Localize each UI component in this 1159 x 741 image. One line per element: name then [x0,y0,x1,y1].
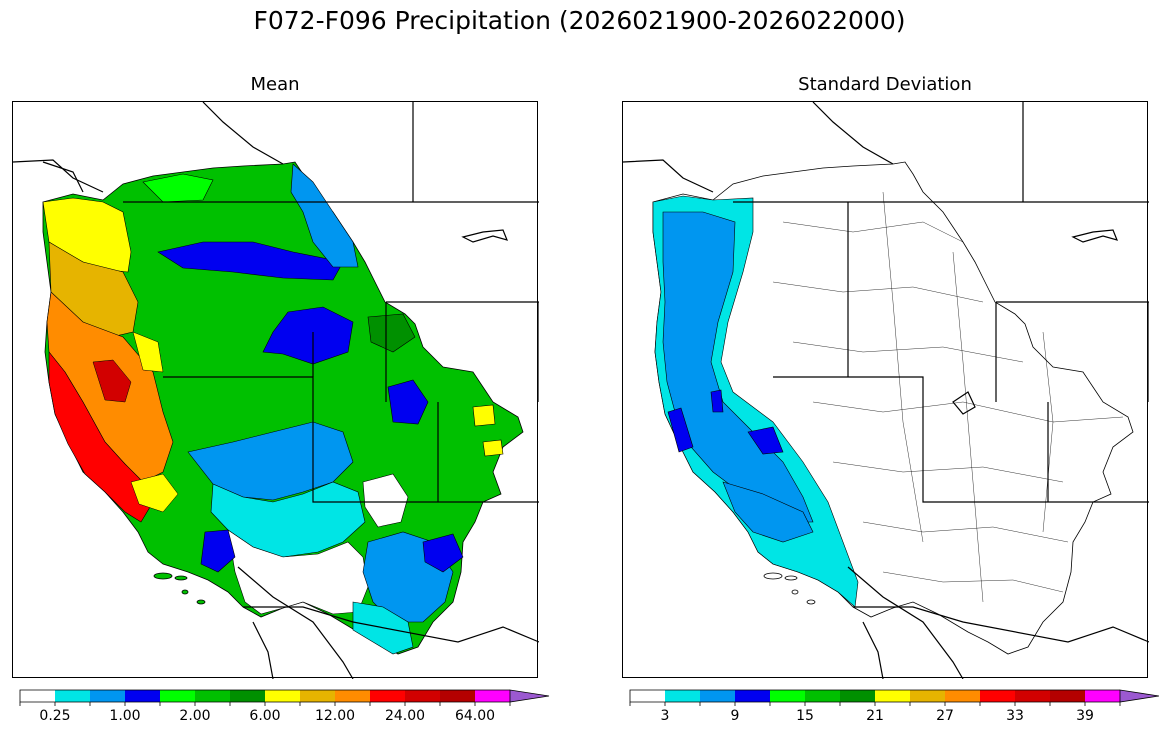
mean-blue-se [422,533,464,573]
stddev-map [622,101,1149,679]
mean-darkred-band [92,359,132,403]
stddev-colorbar-bin [1085,690,1120,702]
mean-yellow-east-2 [482,439,504,457]
mean-colorbar-bin [335,690,370,702]
stddev-colorbar-bin [980,690,1015,702]
stddev-colorbar-bin [875,690,910,702]
stddev-colorbar-bin [630,690,665,702]
mean-colorbar-bin [300,690,335,702]
mean-colorbar-extend-arrow [509,689,550,703]
mean-state-boundaries [13,102,539,679]
mean-channel-islands [153,572,206,605]
mean-yellow-patch [130,473,179,513]
stddev-colorbar-bin [910,690,945,702]
mean-colorbar-bin [55,690,90,702]
stddev-colorbar [629,689,1159,706]
mean-colorbar-bin [475,690,510,702]
stddev-colorbar-extend-arrow [1119,689,1159,703]
mean-colorbar-tick-label: 6.00 [249,708,281,724]
stddev-colorbar-tick-label: 27 [936,708,954,724]
mean-colorbar-bin [230,690,265,702]
mean-panel-title: Mean [250,74,300,95]
mean-colorbar-bin [20,690,55,702]
stddev-colorbar-bin [665,690,700,702]
stddev-colorbar-bin [805,690,840,702]
figure-title: F072-F096 Precipitation (2026021900-2026… [253,6,906,35]
stddev-map-graphic [623,102,1149,679]
stddev-state-boundaries [623,102,1149,679]
stddev-colorbar-tick-label: 15 [796,708,814,724]
mean-red-band [48,351,154,523]
stddev-colorbar-bin [840,690,875,702]
stddev-colorbar-bin [700,690,735,702]
stddev-colorbar-bin [735,690,770,702]
stddev-colorbar-tick-label: 39 [1076,708,1094,724]
stddev-basin-lines [772,191,1124,603]
mean-colorbar-bin [195,690,230,702]
stddev-colorbar-tick-label: 21 [866,708,884,724]
stddev-colorbar-tick-label: 33 [1006,708,1024,724]
mean-colorbar-tick-label: 1.00 [109,708,141,724]
stddev-darkblue-1 [667,407,694,453]
mean-colorbar-tick-label: 64.00 [454,708,496,724]
mean-lightgreen-north [142,173,214,203]
mean-colorbar-tick-label: 0.25 [39,708,71,724]
stddev-colorbar-bin [945,690,980,702]
mean-colorbar-tick-label: 24.00 [384,708,426,724]
mean-colorbar-bin [160,690,195,702]
mean-colorbar-bin [405,690,440,702]
stddev-colorbar-bin [1050,690,1085,702]
stddev-darkblue-2 [747,426,784,455]
stddev-colorbar-bin [770,690,805,702]
mean-map [12,101,539,679]
mean-darkgreen-east [367,313,416,353]
stddev-darkblue-3 [710,389,724,413]
stddev-colorbar-bin [1015,690,1050,702]
mean-white-east [362,473,409,528]
mean-blue-south [200,529,236,573]
mean-blue-north [157,241,344,281]
mean-colorbar [19,689,550,706]
stddev-colorbar-tick-label: 9 [730,708,740,724]
stddev-channel-islands [763,572,816,605]
mean-colorbar-bin [125,690,160,702]
colorbars [19,689,1159,706]
stddev-colorbar-tick-label: 3 [660,708,670,724]
mean-yellow-east [472,404,496,427]
mean-colorbar-bin [90,690,125,702]
mean-colorbar-tick-label: 2.00 [179,708,211,724]
mean-colorbar-bin [440,690,475,702]
stddev-panel-title: Standard Deviation [798,74,972,95]
mean-colorbar-bin [265,690,300,702]
stddev-lightblue-south [722,481,814,543]
mean-yellow-patch-2 [132,331,164,373]
mean-colorbar-bin [370,690,405,702]
mean-colorbar-tick-label: 12.00 [314,708,356,724]
mean-map-graphic [13,102,539,679]
mean-blue-ne [387,379,429,425]
